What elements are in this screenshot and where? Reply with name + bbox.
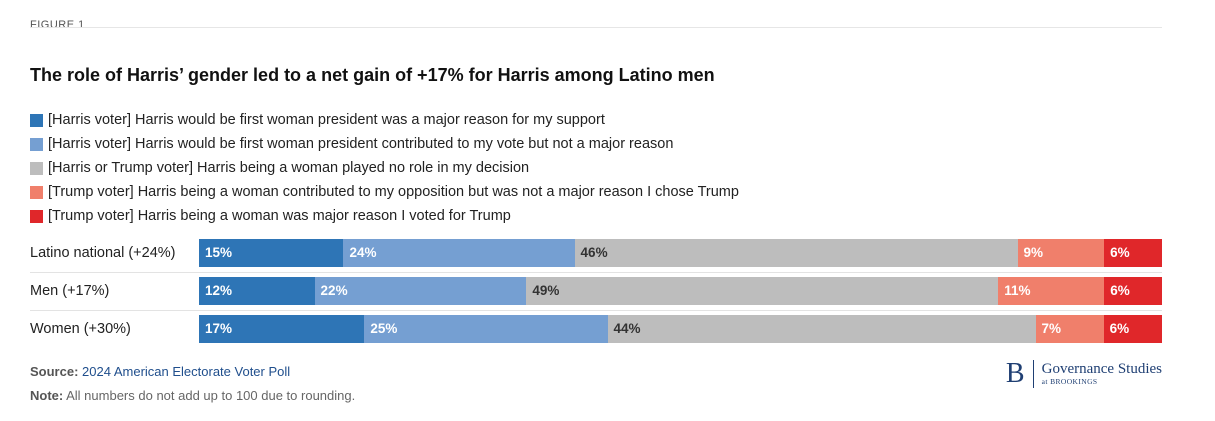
source-line: Source: 2024 American Electorate Voter P… <box>30 364 290 379</box>
bar-segment: 49% <box>526 277 999 305</box>
chart-title: The role of Harris’ gender led to a net … <box>30 65 715 85</box>
bar-segment: 17% <box>199 315 365 343</box>
category-label: Women (+30%) <box>30 321 131 337</box>
chart-legend: [Harris voter] Harris would be first wom… <box>30 108 739 228</box>
stacked-bar: 15% 24% 46% 9% 6% <box>199 239 1162 267</box>
row-separator <box>30 272 1162 273</box>
legend-label: [Harris voter] Harris would be first wom… <box>48 136 674 152</box>
legend-swatch <box>30 161 43 175</box>
legend-item: [Harris voter] Harris would be first wom… <box>30 132 739 156</box>
legend-swatch <box>30 137 43 151</box>
bar-segment: 7% <box>1035 315 1104 343</box>
bar-row: Latino national (+24%) 15% 24% 46% 9% 6% <box>30 239 1162 273</box>
source-link[interactable]: 2024 American Electorate Voter Poll <box>82 364 291 379</box>
bar-segment: 11% <box>998 277 1105 305</box>
bar-segment: 9% <box>1017 239 1105 267</box>
legend-item: [Trump voter] Harris being a woman was m… <box>30 204 739 228</box>
figure-label: FIGURE 1 <box>30 19 93 31</box>
legend-swatch <box>30 113 43 127</box>
logo-subtitle: at BROOKINGS <box>1041 377 1098 386</box>
bar-segment: 46% <box>574 239 1018 267</box>
category-label: Men (+17%) <box>30 283 110 299</box>
bar-segment: 24% <box>343 239 575 267</box>
note-line: Note: All numbers do not add up to 100 d… <box>30 388 355 403</box>
bar-segment: 15% <box>199 239 344 267</box>
category-label: Latino national (+24%) <box>30 245 176 261</box>
stacked-bar: 17% 25% 44% 7% 6% <box>199 315 1162 343</box>
logo-title: Governance Studies <box>1041 361 1162 377</box>
bar-segment: 6% <box>1103 315 1162 343</box>
bar-segment: 44% <box>607 315 1036 343</box>
bar-segment: 6% <box>1104 239 1162 267</box>
brookings-logo[interactable]: B Governance Studies at BROOKINGS <box>1006 360 1162 388</box>
row-separator <box>30 310 1162 311</box>
source-label: Source: <box>30 364 79 379</box>
logo-letter: B <box>1006 360 1034 388</box>
legend-label: [Trump voter] Harris being a woman was m… <box>48 208 511 224</box>
legend-item: [Trump voter] Harris being a woman contr… <box>30 180 739 204</box>
legend-label: [Harris voter] Harris would be first wom… <box>48 112 605 128</box>
logo-text: Governance Studies at BROOKINGS <box>1034 361 1162 387</box>
legend-swatch <box>30 209 43 223</box>
legend-item: [Harris voter] Harris would be first wom… <box>30 108 739 132</box>
bar-row: Men (+17%) 12% 22% 49% 11% 6% <box>30 277 1162 311</box>
note-text: All numbers do not add up to 100 due to … <box>66 388 356 403</box>
legend-label: [Trump voter] Harris being a woman contr… <box>48 184 739 200</box>
top-divider <box>30 27 1162 28</box>
legend-label: [Harris or Trump voter] Harris being a w… <box>48 160 530 176</box>
legend-swatch <box>30 185 43 199</box>
bar-segment: 12% <box>199 277 315 305</box>
bar-segment: 25% <box>364 315 608 343</box>
bar-row: Women (+30%) 17% 25% 44% 7% 6% <box>30 315 1162 343</box>
stacked-bar: 12% 22% 49% 11% 6% <box>199 277 1162 305</box>
bar-segment: 22% <box>314 277 527 305</box>
legend-item: [Harris or Trump voter] Harris being a w… <box>30 156 739 180</box>
stacked-bar-chart: Latino national (+24%) 15% 24% 46% 9% 6% Men (… <box>30 239 1162 353</box>
bar-segment: 6% <box>1104 277 1162 305</box>
note-label: Note: <box>30 388 64 403</box>
